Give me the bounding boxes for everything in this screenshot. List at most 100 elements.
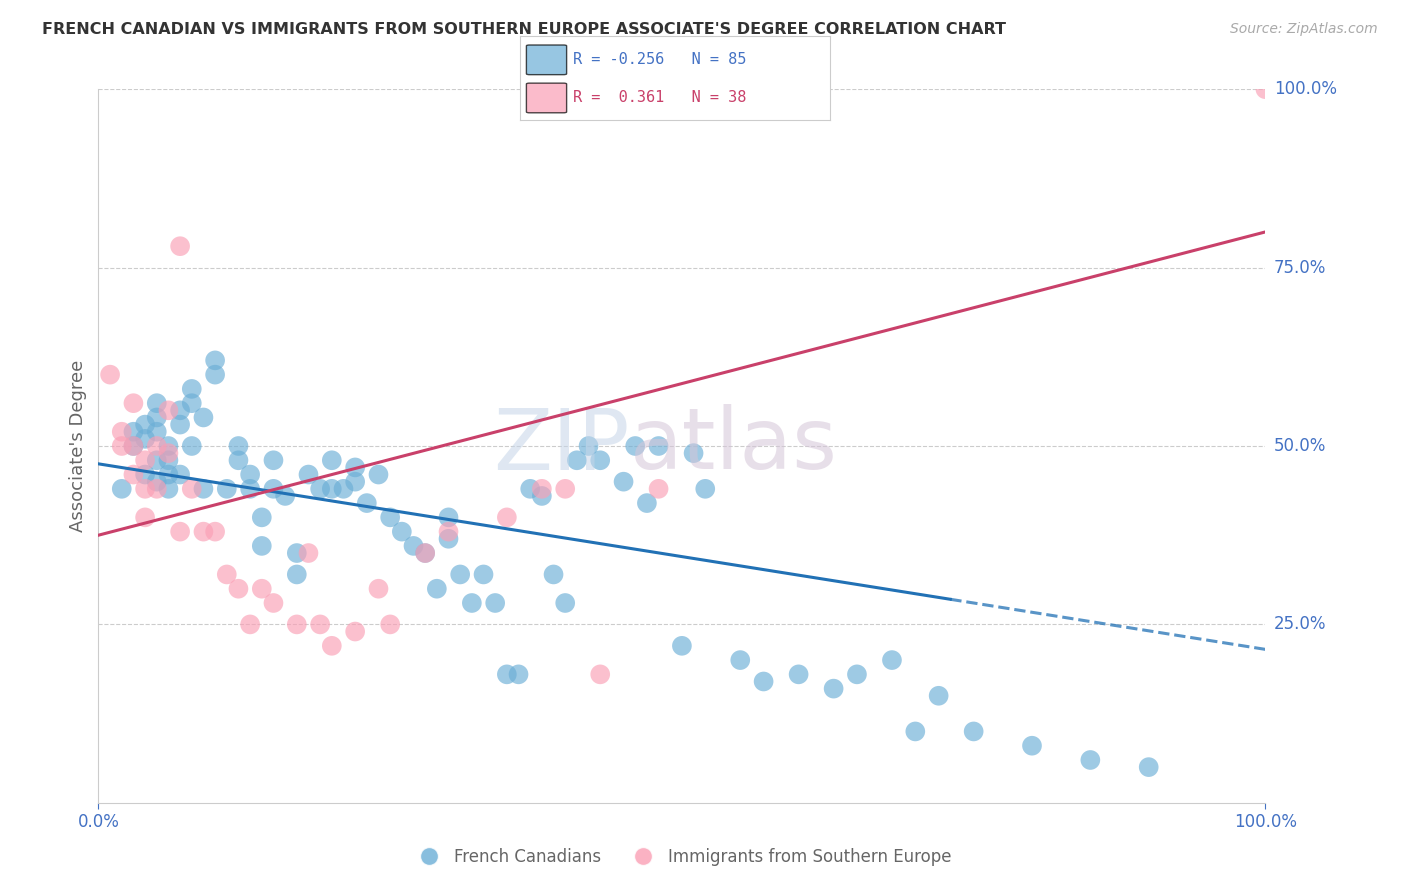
Text: atlas: atlas <box>630 404 838 488</box>
Point <box>157 467 180 482</box>
Point <box>297 546 319 560</box>
Point <box>321 482 343 496</box>
Point <box>928 689 950 703</box>
Point <box>169 417 191 432</box>
Text: ZIP: ZIP <box>494 404 630 488</box>
Point <box>146 439 169 453</box>
Point <box>122 439 145 453</box>
Text: R =  0.361   N = 38: R = 0.361 N = 38 <box>572 90 747 105</box>
Point <box>180 482 202 496</box>
Point <box>204 353 226 368</box>
Point <box>146 396 169 410</box>
Point <box>111 482 134 496</box>
Point <box>787 667 810 681</box>
Point <box>169 467 191 482</box>
Point <box>880 653 903 667</box>
Point <box>1080 753 1102 767</box>
Point <box>157 439 180 453</box>
Text: 25.0%: 25.0% <box>1274 615 1326 633</box>
Point <box>157 482 180 496</box>
Point <box>262 596 284 610</box>
Point <box>146 453 169 467</box>
Point <box>285 546 308 560</box>
Point <box>612 475 634 489</box>
Point <box>98 368 121 382</box>
Point <box>146 410 169 425</box>
Point <box>122 396 145 410</box>
Point <box>344 624 367 639</box>
Point <box>519 482 541 496</box>
Point <box>391 524 413 539</box>
Point <box>180 396 202 410</box>
Point <box>1254 82 1277 96</box>
Point <box>262 482 284 496</box>
Point <box>624 439 647 453</box>
Point <box>122 439 145 453</box>
Text: 75.0%: 75.0% <box>1274 259 1326 277</box>
Point <box>250 510 273 524</box>
Point <box>695 482 717 496</box>
Point <box>134 453 156 467</box>
Point <box>671 639 693 653</box>
Point <box>250 539 273 553</box>
Point <box>437 524 460 539</box>
Point <box>169 239 191 253</box>
Point <box>647 482 669 496</box>
Point <box>146 475 169 489</box>
Point <box>239 482 262 496</box>
Point <box>321 639 343 653</box>
Point <box>565 453 588 467</box>
Point <box>157 446 180 460</box>
Point <box>180 439 202 453</box>
Point <box>134 467 156 482</box>
Point <box>554 482 576 496</box>
Point <box>845 667 868 681</box>
Point <box>309 617 332 632</box>
Point <box>730 653 752 667</box>
Point <box>146 425 169 439</box>
Point <box>285 617 308 632</box>
Point <box>204 368 226 382</box>
Point <box>321 453 343 467</box>
Point <box>530 489 553 503</box>
Point <box>1021 739 1043 753</box>
Y-axis label: Associate's Degree: Associate's Degree <box>69 359 87 533</box>
Point <box>413 546 436 560</box>
Point <box>823 681 845 696</box>
Text: FRENCH CANADIAN VS IMMIGRANTS FROM SOUTHERN EUROPE ASSOCIATE'S DEGREE CORRELATIO: FRENCH CANADIAN VS IMMIGRANTS FROM SOUTH… <box>42 22 1007 37</box>
Point <box>122 425 145 439</box>
Point <box>332 482 354 496</box>
Point <box>904 724 927 739</box>
Point <box>437 532 460 546</box>
Point <box>402 539 425 553</box>
Point <box>215 482 238 496</box>
Point <box>1137 760 1160 774</box>
FancyBboxPatch shape <box>526 83 567 112</box>
Point <box>157 453 180 467</box>
Point <box>647 439 669 453</box>
Point <box>193 482 215 496</box>
Point <box>180 382 202 396</box>
Text: 100.0%: 100.0% <box>1274 80 1337 98</box>
Text: R = -0.256   N = 85: R = -0.256 N = 85 <box>572 52 747 67</box>
Point <box>578 439 600 453</box>
Point <box>215 567 238 582</box>
Point <box>508 667 530 681</box>
Point <box>554 596 576 610</box>
Point <box>262 453 284 467</box>
Point <box>367 467 389 482</box>
Point <box>472 567 495 582</box>
Point <box>111 425 134 439</box>
Point <box>239 617 262 632</box>
Point <box>367 582 389 596</box>
Point <box>344 475 367 489</box>
Point <box>204 524 226 539</box>
Point <box>250 582 273 596</box>
Point <box>134 510 156 524</box>
Text: 50.0%: 50.0% <box>1274 437 1326 455</box>
Point <box>356 496 378 510</box>
Point <box>274 489 297 503</box>
Point <box>297 467 319 482</box>
Point <box>682 446 704 460</box>
FancyBboxPatch shape <box>526 45 567 75</box>
